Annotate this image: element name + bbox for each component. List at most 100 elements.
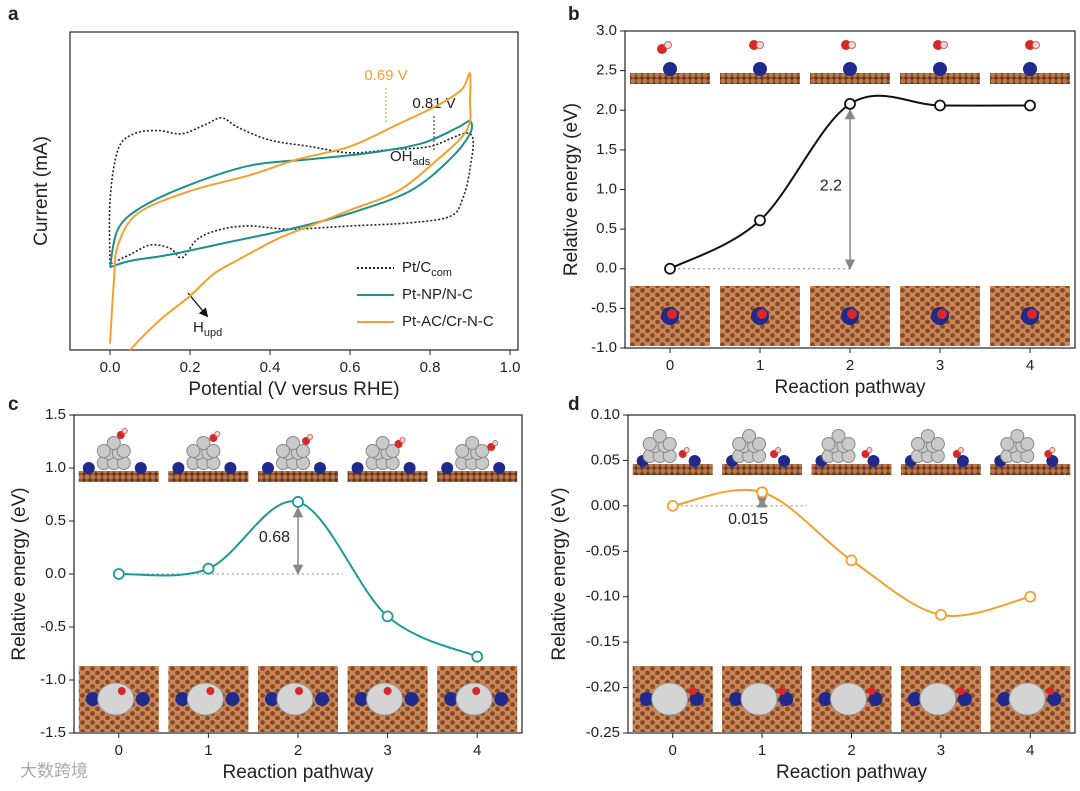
- atom-h: [399, 437, 406, 443]
- atom-h: [121, 428, 128, 434]
- slab: [900, 73, 980, 84]
- y-tick-label: 1.5: [596, 141, 617, 158]
- atom-cr: [82, 462, 95, 474]
- structure-image: [722, 429, 803, 732]
- atom-pt: [106, 436, 121, 450]
- slab: [78, 471, 159, 482]
- atom-cr: [729, 692, 744, 706]
- slab: [630, 73, 710, 84]
- x-tick-label: 0: [666, 357, 674, 374]
- atom-cr: [225, 692, 240, 706]
- y-tick-label: -0.20: [586, 679, 620, 696]
- x-tick-label: 0.8: [420, 359, 441, 376]
- h-arrow: [187, 292, 209, 318]
- x-tick-label: 3: [937, 742, 945, 759]
- atom-pt: [742, 429, 757, 443]
- pt-cluster: [830, 682, 867, 716]
- structure-image: [810, 40, 890, 346]
- y-axis-title: Relative energy (eV): [549, 487, 570, 660]
- pt-cluster: [1008, 682, 1046, 716]
- atom-pt: [1020, 437, 1035, 451]
- atom-cr: [818, 692, 833, 706]
- structure-image: [347, 436, 428, 732]
- plot-frame: [69, 31, 519, 351]
- y-tick-label: -0.5: [591, 299, 617, 316]
- atom-pt: [455, 444, 470, 458]
- y-axis-title: Relative energy (eV): [561, 103, 582, 276]
- pt-cluster: [186, 682, 224, 716]
- x-tick-label: 3: [383, 742, 391, 759]
- y-tick-label: -1.0: [591, 339, 617, 356]
- atom-h: [848, 41, 856, 49]
- gap-label: 0.015: [728, 511, 768, 528]
- atom-o: [688, 687, 697, 695]
- structure-image: [258, 434, 338, 732]
- atom-o: [117, 687, 126, 695]
- energy-point: [754, 214, 766, 227]
- atom-cr: [1023, 62, 1037, 76]
- atom-pt: [841, 437, 856, 451]
- atom-cr: [779, 692, 794, 706]
- atom-cr: [1046, 455, 1059, 467]
- pt-cluster: [919, 682, 957, 716]
- x-tick-label: 1: [204, 742, 212, 759]
- y-tick-label: -1.5: [40, 724, 66, 741]
- atom-cr: [1047, 692, 1062, 706]
- atom-pt: [910, 437, 925, 451]
- y-tick-label: 2.0: [596, 101, 617, 118]
- slab: [720, 73, 800, 84]
- x-axis-title: Potential (V versus RHE): [188, 379, 399, 400]
- atom-o: [1027, 309, 1037, 319]
- atom-cr: [444, 692, 459, 706]
- potential-label: 0.81 V: [412, 95, 455, 112]
- h-label-sub: upd: [204, 327, 222, 339]
- slab: [990, 73, 1070, 84]
- x-tick-label: 4: [1026, 742, 1034, 759]
- structure-image: [168, 431, 249, 732]
- gap-label: 0.68: [259, 529, 290, 546]
- y-tick-label: -0.10: [586, 588, 620, 605]
- slab: [810, 73, 890, 84]
- panel-letter: a: [8, 4, 19, 25]
- atom-pt: [186, 444, 201, 458]
- energy-point: [845, 554, 858, 567]
- y-axis-title: Current (mA): [31, 136, 52, 246]
- slab: [437, 471, 518, 482]
- atom-h: [866, 447, 873, 453]
- x-tick-label: 2: [294, 742, 302, 759]
- legend-label: Pt-AC/Cr-N-C: [402, 313, 494, 330]
- x-axis-title: Reaction pathway: [774, 377, 926, 398]
- y-axis-title: Relative energy (eV): [9, 487, 30, 660]
- energy-point: [844, 98, 856, 110]
- atom-cr: [314, 462, 326, 474]
- slab: [258, 471, 338, 482]
- slab: [347, 471, 428, 482]
- structure-image: [632, 429, 713, 732]
- atom-cr: [663, 62, 677, 76]
- atom-cr: [753, 62, 767, 76]
- x-tick-label: 0.2: [180, 359, 201, 376]
- cv-curve: [109, 72, 472, 351]
- legend-label-sub: com: [431, 267, 452, 279]
- atom-cr: [85, 692, 100, 706]
- structure-image: [78, 428, 159, 732]
- pt-cluster: [651, 682, 689, 716]
- atom-pt: [652, 429, 667, 443]
- atom-pt: [385, 444, 400, 458]
- atom-pt: [365, 444, 380, 458]
- pt-cluster: [455, 682, 493, 716]
- y-tick-label: -1.0: [40, 671, 66, 688]
- energy-point: [381, 610, 394, 623]
- y-tick-label: -0.25: [586, 724, 620, 741]
- atom-o: [841, 40, 851, 50]
- energy-point: [756, 486, 768, 499]
- energy-point: [292, 496, 304, 508]
- atom-pt: [1010, 429, 1025, 443]
- atom-o: [937, 309, 947, 319]
- x-tick-label: 3: [936, 357, 944, 374]
- y-tick-label: -0.05: [586, 542, 620, 559]
- atom-cr: [493, 462, 506, 474]
- y-tick-label: 0.5: [45, 512, 66, 529]
- atom-o: [383, 687, 392, 695]
